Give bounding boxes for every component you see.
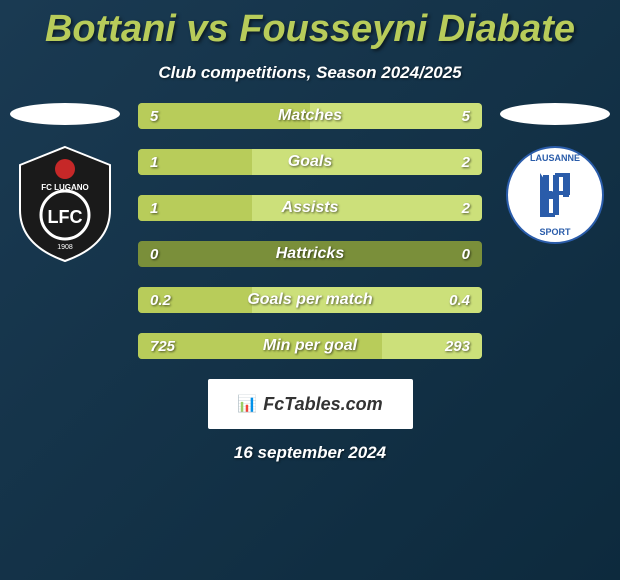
left-club-column: FC LUGANO LFC 1908 [0,103,130,263]
stat-value-left: 1 [150,200,158,217]
lausanne-badge-icon: LAUSANNE SPORT [505,145,605,263]
stat-value-left: 0.2 [150,292,171,309]
stat-row: Goals per match0.2 0.4 [138,287,482,313]
stat-row: Assists1 2 [138,195,482,221]
right-club-column: LAUSANNE SPORT [490,103,620,263]
stat-row: Goals1 2 [138,149,482,175]
stat-value-right: 0 [462,246,470,263]
right-club-badge: LAUSANNE SPORT [505,145,605,263]
stat-value-right: 293 [445,338,470,355]
stat-row: Hattricks0 0 [138,241,482,267]
stat-value-right: 2 [462,154,470,171]
stat-label: Hattricks [138,245,482,263]
stat-row: Min per goal725 293 [138,333,482,359]
brand-text: FcTables.com [263,394,382,415]
stat-label: Assists [138,199,482,217]
left-club-badge: FC LUGANO LFC 1908 [15,145,115,263]
stat-value-right: 0.4 [449,292,470,309]
stat-value-left: 5 [150,108,158,125]
stat-label: Matches [138,107,482,125]
stat-value-left: 725 [150,338,175,355]
stat-label: Min per goal [138,337,482,355]
subtitle: Club competitions, Season 2024/2025 [0,63,620,83]
svg-text:LAUSANNE: LAUSANNE [530,153,580,163]
stat-value-left: 0 [150,246,158,263]
svg-text:1908: 1908 [57,244,73,251]
stat-value-right: 5 [462,108,470,125]
page-title: Bottani vs Fousseyni Diabate [0,0,620,51]
chart-icon: 📊 [237,394,257,414]
player-silhouette-placeholder [10,103,120,125]
comparison-content: FC LUGANO LFC 1908 Matches55Goals12Assis… [0,103,620,359]
brand-badge[interactable]: 📊 FcTables.com [208,379,413,429]
stat-bars-container: Matches55Goals12Assists12Hattricks00Goal… [130,103,490,359]
stat-label: Goals [138,153,482,171]
date-label: 16 september 2024 [0,443,620,463]
svg-text:LFC: LFC [48,207,83,227]
stat-label: Goals per match [138,291,482,309]
stat-value-right: 2 [462,200,470,217]
player-silhouette-placeholder [500,103,610,125]
svg-text:SPORT: SPORT [539,227,571,237]
lugano-badge-icon: FC LUGANO LFC 1908 [15,145,115,263]
stat-value-left: 1 [150,154,158,171]
stat-row: Matches5 5 [138,103,482,129]
